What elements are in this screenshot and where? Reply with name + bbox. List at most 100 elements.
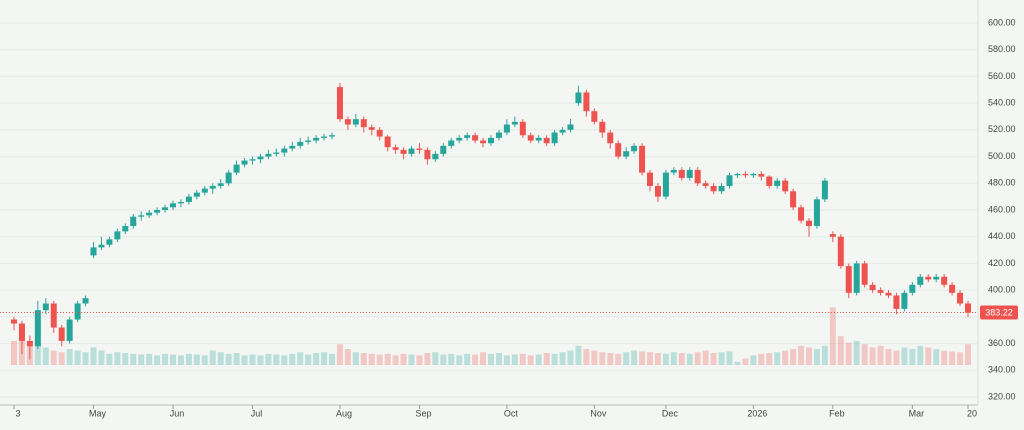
volume-bar: [670, 352, 677, 365]
candle-body: [249, 159, 256, 161]
y-tick-label: 520.00: [988, 124, 1016, 134]
candle-body: [742, 173, 749, 176]
candle-body: [26, 340, 33, 347]
candle-body: [623, 151, 630, 157]
volume-bar: [313, 353, 320, 365]
volume-bar: [193, 354, 200, 365]
volume-bar: [480, 352, 487, 365]
volume-bar: [488, 353, 494, 365]
volume-bar: [901, 347, 908, 365]
candle-body: [519, 121, 526, 136]
candle-body: [146, 212, 153, 216]
candle-body: [654, 185, 661, 197]
candle-body: [313, 137, 320, 141]
volume-bar: [424, 353, 431, 365]
y-tick-label: 400.00: [988, 285, 1016, 295]
volume-bar: [289, 353, 296, 365]
volume-bar: [273, 354, 280, 365]
candle-body: [416, 148, 423, 150]
volume-bar: [416, 355, 423, 365]
volume-bar: [170, 354, 176, 365]
candle-body: [193, 192, 200, 197]
volume-bar: [177, 355, 184, 365]
volume-bar: [50, 350, 57, 365]
y-tick-label: 440.00: [988, 231, 1016, 241]
candle-body: [702, 183, 709, 186]
candle-body: [575, 92, 582, 104]
candle-body: [941, 276, 948, 285]
y-tick-label: 560.00: [988, 71, 1016, 81]
volume-bar: [861, 344, 868, 365]
candle-body: [599, 121, 606, 133]
candle-body: [376, 129, 383, 137]
candle-body: [495, 132, 502, 138]
candle-body: [790, 191, 797, 208]
volume-bar: [368, 353, 375, 365]
volume-bar: [34, 344, 41, 365]
volume-bar: [718, 352, 725, 365]
volume-bar: [201, 355, 208, 365]
candle-body: [122, 226, 129, 232]
candle-body: [177, 201, 184, 204]
volume-bar: [209, 350, 216, 365]
volume-bar: [559, 352, 566, 365]
volume-bar: [623, 352, 630, 365]
volume-bar: [384, 353, 391, 365]
candle-body: [662, 172, 669, 197]
volume-bar: [758, 353, 765, 365]
candle-body: [321, 136, 328, 138]
candle-body: [241, 160, 248, 165]
candle-body: [217, 183, 224, 186]
candle-body: [710, 185, 717, 192]
candle-body: [853, 263, 860, 293]
candle-body: [90, 247, 97, 256]
volume-bar: [774, 352, 781, 365]
volume-bar: [114, 352, 121, 365]
candle-body: [694, 169, 701, 184]
candle-body: [352, 119, 359, 125]
candle-body: [909, 284, 916, 293]
candle-body: [567, 124, 574, 130]
candle-body: [11, 319, 17, 324]
volume-bar: [503, 355, 510, 365]
candle-body: [869, 284, 876, 291]
volume-bar: [829, 307, 836, 365]
volume-bar: [639, 351, 646, 365]
y-tick-label: 460.00: [988, 204, 1016, 214]
volume-bar: [185, 353, 192, 365]
x-tick-label: Dec: [662, 408, 679, 418]
volume-bar: [702, 350, 709, 365]
volume-bar: [376, 354, 383, 365]
candle-body: [686, 169, 693, 178]
volume-bar: [591, 350, 598, 365]
volume-bar: [352, 352, 359, 365]
volume-bar: [853, 341, 860, 365]
candle-body: [559, 129, 566, 133]
volume-bar: [543, 353, 550, 365]
volume-bar: [305, 354, 312, 365]
candle-body: [440, 145, 447, 154]
volume-bar: [448, 353, 455, 365]
volume-bar: [806, 347, 812, 365]
candle-body: [344, 119, 351, 125]
volume-bar: [344, 349, 351, 365]
volume-bar: [329, 353, 335, 365]
volume-bar: [654, 353, 661, 365]
volume-bar: [599, 352, 606, 365]
volume-bar: [845, 342, 852, 365]
volume-bar: [233, 353, 240, 365]
volume-bar: [74, 350, 81, 365]
volume-bar: [265, 353, 272, 365]
volume-bar: [821, 345, 828, 365]
last-price-label: 383.22: [985, 307, 1013, 317]
candle-body: [34, 310, 41, 347]
volume-bar: [694, 352, 701, 365]
volume-bar: [925, 347, 932, 365]
volume-bar: [225, 353, 232, 365]
last-price-box: [980, 305, 1018, 320]
candle-body: [734, 173, 741, 176]
volume-bar: [217, 352, 224, 365]
volume-bar: [472, 354, 479, 365]
volume-bar: [909, 349, 916, 365]
